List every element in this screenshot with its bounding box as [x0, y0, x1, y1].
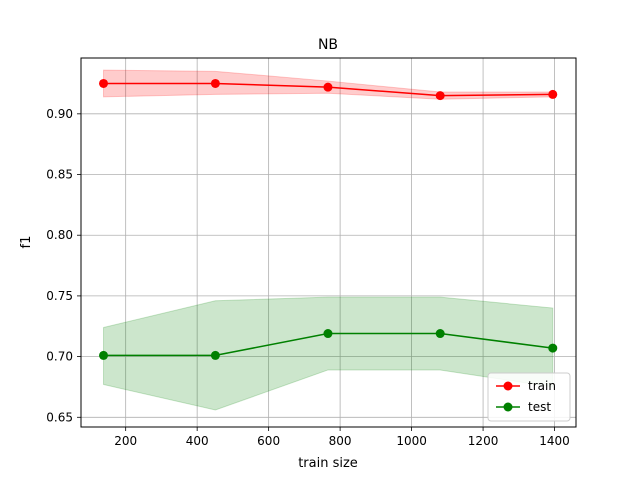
- legend-label-test: test: [528, 400, 551, 414]
- y-tick-label: 0.80: [46, 228, 73, 242]
- y-tick-label: 0.85: [46, 168, 73, 182]
- x-axis-label: train size: [298, 456, 358, 471]
- train-point: [323, 83, 332, 92]
- y-tick-label: 0.70: [46, 350, 73, 364]
- x-tick-label: 1200: [468, 434, 499, 448]
- y-tick-label: 0.90: [46, 107, 73, 121]
- x-tick-label: 600: [257, 434, 280, 448]
- train-point: [99, 79, 108, 88]
- chart-title: NB: [318, 37, 338, 53]
- train-point: [436, 91, 445, 100]
- test-point: [323, 329, 332, 338]
- x-tick-label: 400: [186, 434, 209, 448]
- test-point: [436, 329, 445, 338]
- legend-label-train: train: [528, 379, 556, 393]
- x-tick-label: 800: [329, 434, 352, 448]
- test-point: [548, 344, 557, 353]
- legend-marker-test: [504, 403, 513, 412]
- x-tick-label: 200: [114, 434, 137, 448]
- y-tick-label: 0.75: [46, 289, 73, 303]
- test-point: [99, 351, 108, 360]
- y-axis-label: f1: [19, 236, 34, 249]
- x-tick-label: 1000: [396, 434, 427, 448]
- legend: train test: [488, 373, 570, 421]
- y-tick-label: 0.65: [46, 410, 73, 424]
- train-point: [548, 90, 557, 99]
- test-point: [211, 351, 220, 360]
- x-tick-label: 1400: [539, 434, 570, 448]
- legend-marker-train: [504, 382, 513, 391]
- train-point: [211, 79, 220, 88]
